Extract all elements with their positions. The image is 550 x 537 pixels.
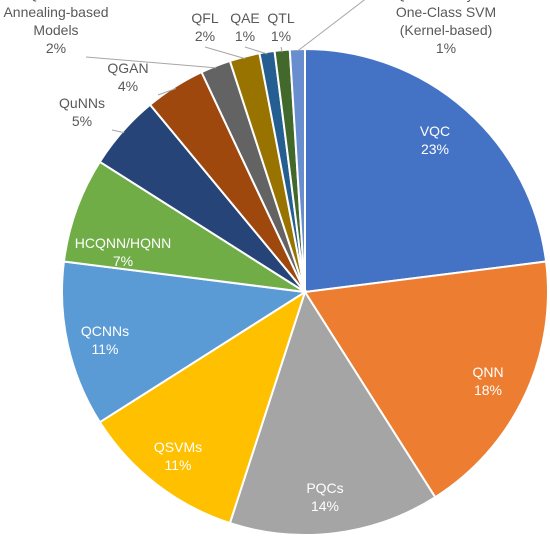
pie-slice-vqc bbox=[304, 47, 548, 294]
leader-line bbox=[297, 0, 366, 52]
slice-label-qnn: QNN 18% bbox=[472, 364, 503, 398]
slice-label-qunns: QuNNs 5% bbox=[59, 95, 105, 129]
slice-label-qae: QAE 1% bbox=[230, 10, 260, 44]
leader-line bbox=[157, 88, 177, 96]
slice-label-pqcs: PQCs 14% bbox=[306, 480, 343, 514]
slice-label-qsvms: QSVMs 11% bbox=[154, 439, 202, 473]
leader-line bbox=[244, 46, 268, 55]
pie-slice-quantum-hybrid-one-class-svm-kernel-based bbox=[288, 47, 306, 293]
leader-lines bbox=[85, 0, 366, 134]
pie-slice-pqcs bbox=[228, 289, 437, 537]
leader-line bbox=[111, 129, 125, 134]
pie-slices bbox=[61, 47, 549, 537]
pie-slice-hcqnn-hqnn bbox=[62, 160, 306, 293]
slice-label-qcnns: QCNNs 11% bbox=[81, 323, 129, 357]
pie-slice-qcnns bbox=[61, 260, 308, 424]
slice-label-qgan: QGAN 4% bbox=[107, 60, 148, 94]
slice-label-quantum-hybrid-one-class-svm-kernel-based: Quantum HybridOne-Class SVM(Kernel-based… bbox=[395, 0, 497, 56]
slice-label-hcqnn-hqnn: HCQNN/HQNN 7% bbox=[75, 235, 171, 269]
slice-label-vqc: VQC 23% bbox=[420, 123, 450, 157]
slice-labels: VQC 23% QNN 18% PQCs 14% QSVMs 11% QCNNs 11% HCQNN… bbox=[3, 0, 503, 514]
leader-line bbox=[280, 46, 283, 53]
leader-line bbox=[204, 46, 246, 60]
leader-line bbox=[85, 56, 217, 69]
pie-slice-qsvms bbox=[98, 289, 307, 525]
slice-label-qfl: QFL 2% bbox=[191, 10, 218, 44]
slice-label-qtl: QTL 1% bbox=[267, 10, 294, 44]
pie-slice-qnn bbox=[303, 260, 549, 499]
